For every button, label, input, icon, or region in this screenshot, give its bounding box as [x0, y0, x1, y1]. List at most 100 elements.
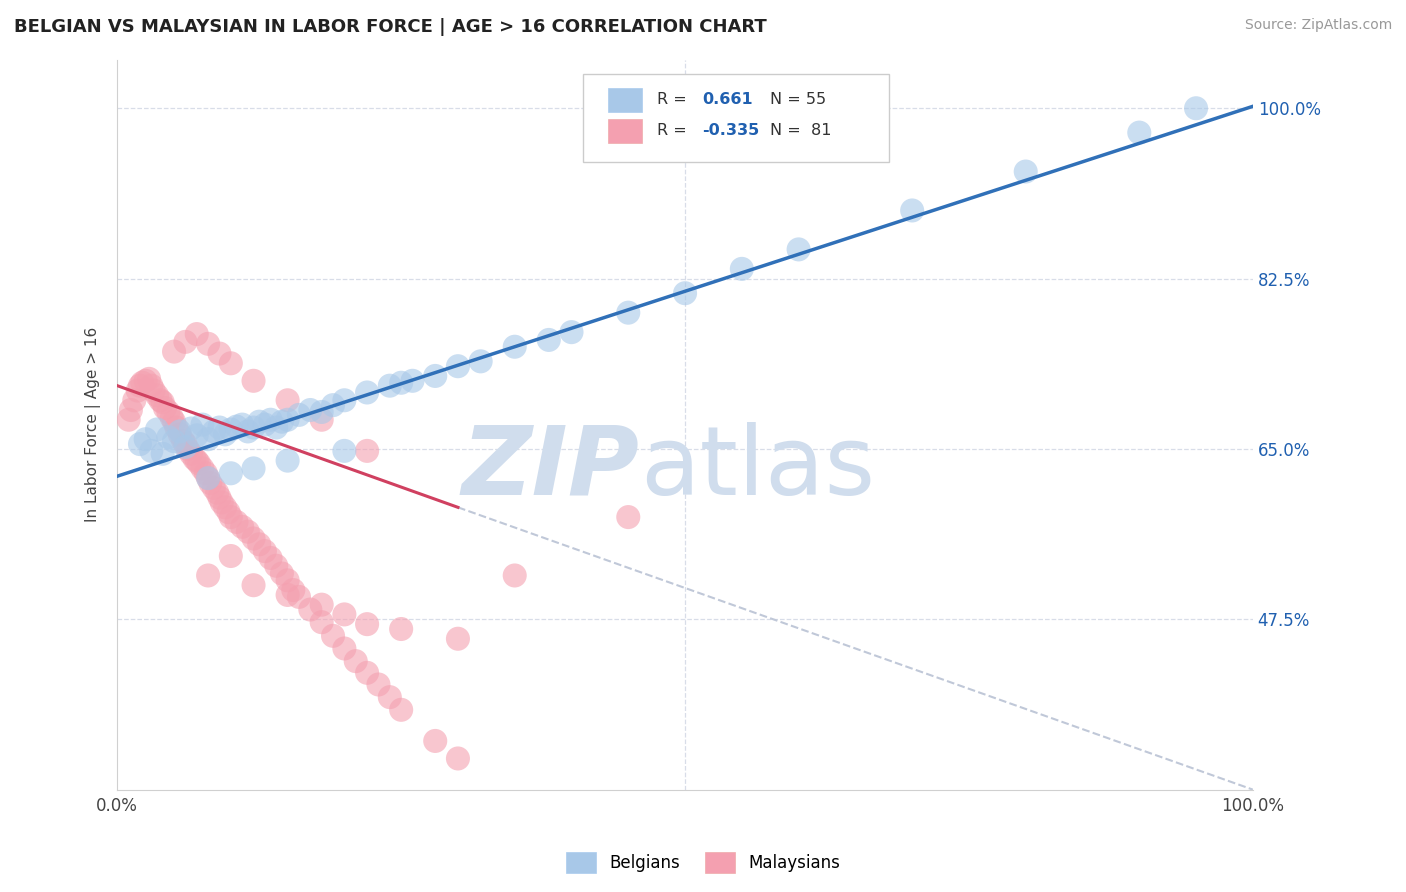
- Point: [176, 442, 198, 456]
- Point: [165, 420, 187, 434]
- Point: [425, 734, 447, 748]
- Point: [271, 566, 294, 581]
- Point: [120, 403, 142, 417]
- Point: [311, 598, 333, 612]
- Point: [191, 417, 214, 432]
- Point: [731, 261, 754, 276]
- Point: [470, 354, 492, 368]
- Point: [163, 415, 186, 429]
- Point: [214, 427, 236, 442]
- Point: [264, 558, 287, 573]
- Text: N = 55: N = 55: [770, 92, 827, 107]
- Point: [242, 420, 264, 434]
- Point: [163, 344, 186, 359]
- Point: [186, 327, 208, 342]
- Point: [389, 376, 412, 390]
- Point: [202, 425, 225, 439]
- Point: [264, 420, 287, 434]
- Point: [447, 632, 470, 646]
- Point: [277, 393, 299, 408]
- Point: [378, 378, 401, 392]
- Point: [157, 430, 180, 444]
- Point: [225, 515, 247, 529]
- Point: [186, 428, 208, 442]
- Point: [356, 443, 378, 458]
- Point: [197, 568, 219, 582]
- Point: [425, 368, 447, 383]
- Point: [259, 551, 281, 566]
- Point: [1015, 164, 1038, 178]
- Point: [236, 524, 259, 539]
- Point: [142, 384, 165, 398]
- Point: [183, 451, 205, 466]
- Point: [311, 615, 333, 630]
- Point: [146, 422, 169, 436]
- Point: [333, 393, 356, 408]
- Point: [200, 475, 222, 490]
- Point: [153, 401, 176, 415]
- Point: [253, 544, 276, 558]
- Point: [219, 510, 242, 524]
- Point: [208, 491, 231, 505]
- Point: [537, 333, 560, 347]
- Point: [225, 419, 247, 434]
- Point: [169, 427, 191, 442]
- Point: [389, 703, 412, 717]
- Point: [277, 588, 299, 602]
- Point: [146, 388, 169, 402]
- Point: [174, 440, 197, 454]
- Point: [503, 340, 526, 354]
- Text: R =: R =: [657, 123, 686, 138]
- Point: [186, 453, 208, 467]
- Point: [163, 434, 186, 449]
- Point: [174, 437, 197, 451]
- Point: [129, 378, 152, 392]
- Point: [311, 405, 333, 419]
- Point: [180, 421, 202, 435]
- Point: [277, 453, 299, 467]
- Point: [141, 443, 163, 458]
- FancyBboxPatch shape: [607, 88, 643, 112]
- Point: [197, 432, 219, 446]
- Point: [560, 325, 582, 339]
- Text: -0.335: -0.335: [702, 123, 759, 138]
- Point: [141, 378, 163, 392]
- Point: [447, 751, 470, 765]
- Point: [127, 384, 149, 398]
- Point: [503, 568, 526, 582]
- Text: atlas: atlas: [640, 422, 875, 515]
- Point: [152, 447, 174, 461]
- Point: [202, 481, 225, 495]
- Point: [378, 690, 401, 705]
- Point: [219, 422, 242, 436]
- Point: [169, 425, 191, 439]
- Text: 0.661: 0.661: [702, 92, 752, 107]
- Text: ZIP: ZIP: [461, 422, 640, 515]
- Point: [283, 583, 305, 598]
- Point: [299, 602, 322, 616]
- Point: [1128, 126, 1150, 140]
- Y-axis label: In Labor Force | Age > 16: In Labor Force | Age > 16: [86, 327, 101, 522]
- Point: [191, 461, 214, 475]
- Point: [214, 500, 236, 515]
- Point: [160, 410, 183, 425]
- Point: [197, 471, 219, 485]
- Point: [401, 374, 423, 388]
- Point: [138, 372, 160, 386]
- Point: [135, 432, 157, 446]
- Point: [205, 485, 228, 500]
- Point: [242, 578, 264, 592]
- Point: [333, 607, 356, 622]
- Point: [247, 537, 270, 551]
- Point: [447, 359, 470, 374]
- Point: [617, 510, 640, 524]
- Point: [277, 574, 299, 588]
- Point: [242, 532, 264, 546]
- Point: [211, 495, 233, 509]
- Point: [219, 549, 242, 563]
- Point: [197, 336, 219, 351]
- Point: [356, 385, 378, 400]
- Point: [901, 203, 924, 218]
- Point: [356, 665, 378, 680]
- Text: N =  81: N = 81: [770, 123, 832, 138]
